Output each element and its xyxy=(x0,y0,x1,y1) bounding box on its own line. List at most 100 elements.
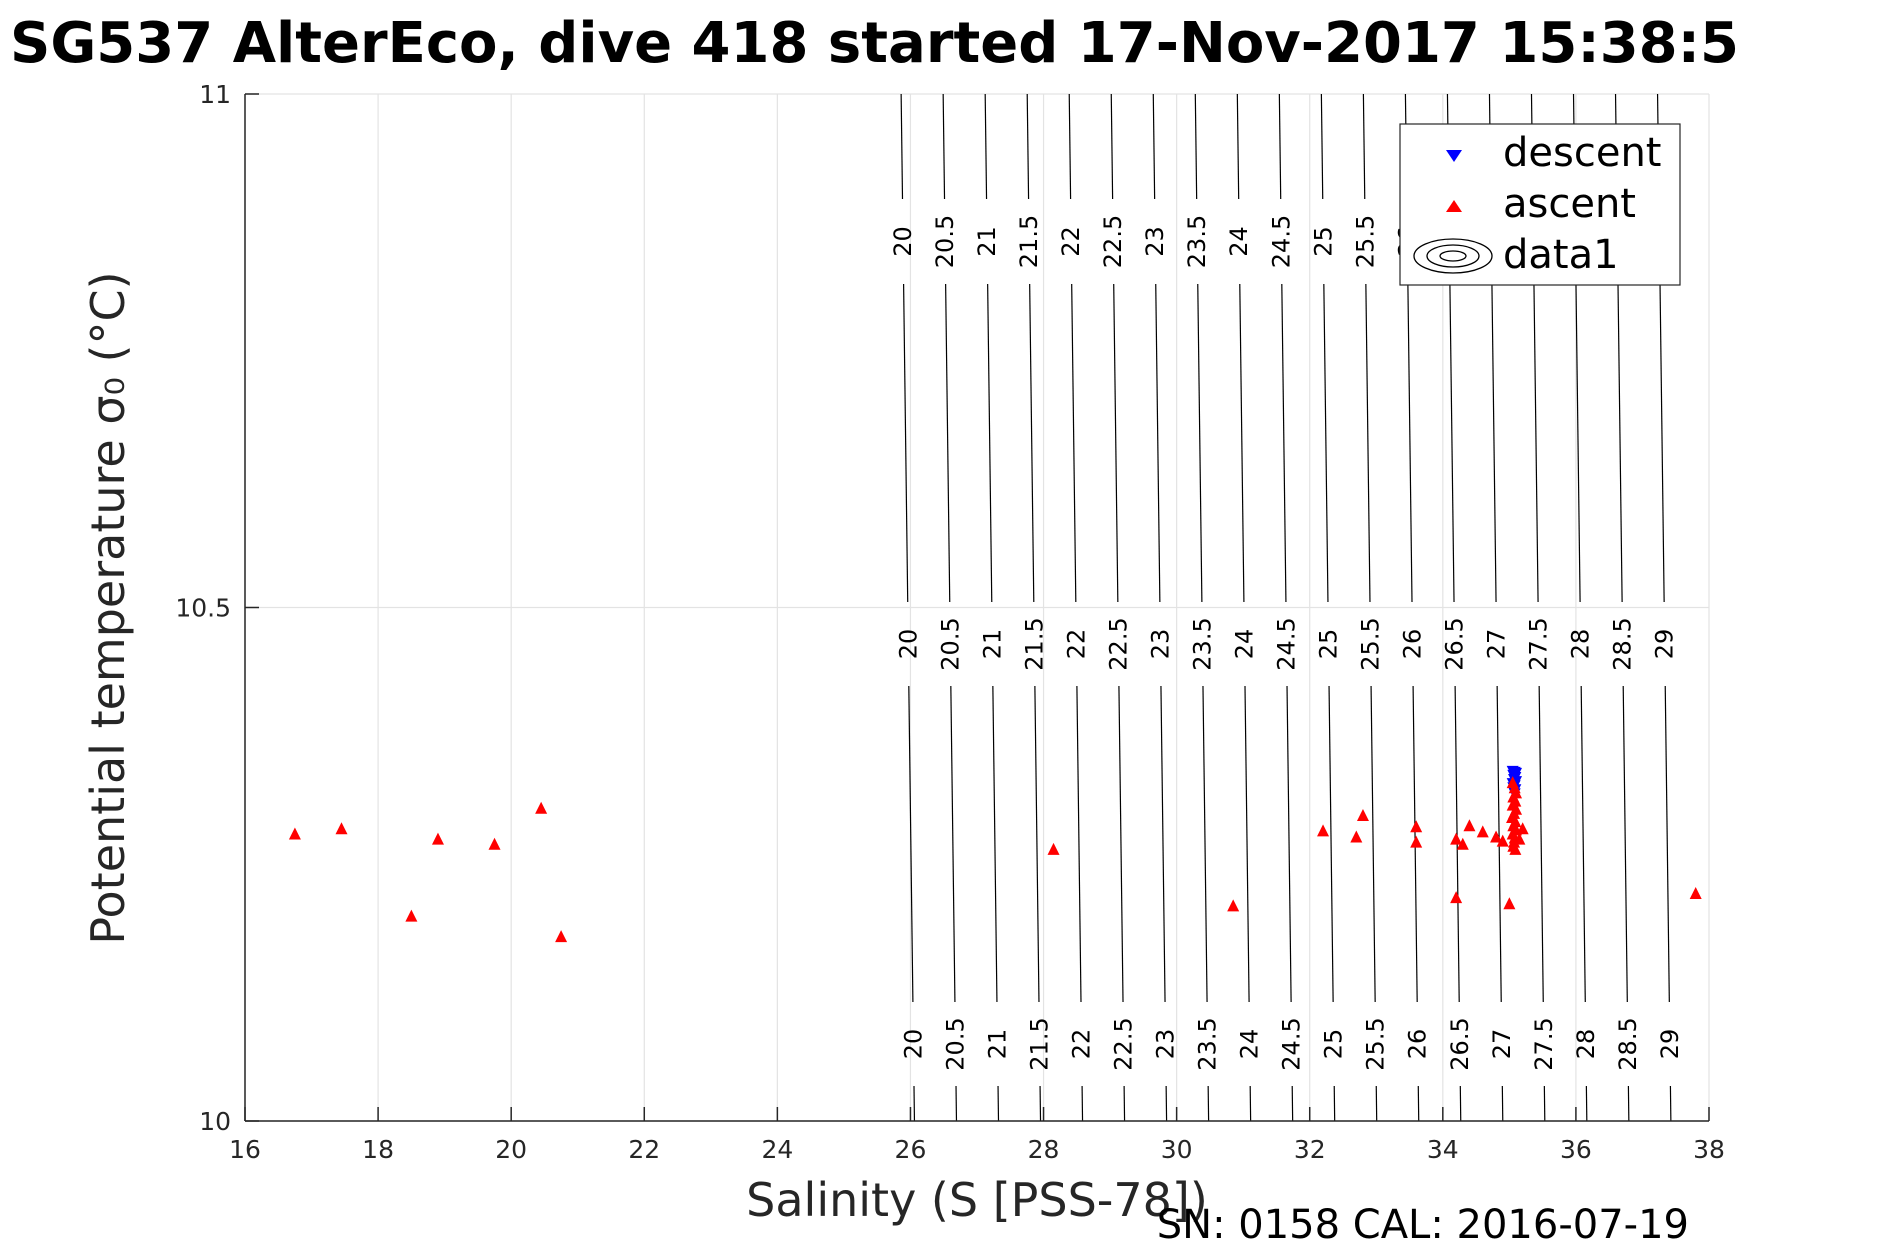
ascent-point xyxy=(535,801,548,814)
ascent-point xyxy=(1410,820,1423,833)
contour-line xyxy=(1407,283,1413,603)
ascent-point xyxy=(405,909,418,922)
contour-label: 22.5 xyxy=(1104,617,1132,670)
contour-line xyxy=(1659,283,1665,603)
contour-label: 23 xyxy=(1141,226,1169,257)
contour-line xyxy=(908,685,914,1003)
ascent-point xyxy=(431,832,444,845)
ascent-point xyxy=(1689,887,1702,900)
contour-line xyxy=(1281,283,1287,603)
legend-descent-marker xyxy=(1446,150,1462,162)
contour-line xyxy=(1155,283,1161,603)
x-tick-label: 38 xyxy=(1693,1135,1725,1164)
contour-label: 23.5 xyxy=(1188,617,1216,670)
legend-contour-marker xyxy=(1413,238,1493,274)
contour-line xyxy=(1323,283,1329,603)
ascent-point xyxy=(288,827,301,840)
ascent-point xyxy=(1456,837,1469,850)
contour-24: 24 24 24 xyxy=(1225,93,1264,1122)
contour-label: 21 xyxy=(973,226,1001,257)
ascent-point xyxy=(1450,891,1463,904)
contour-label: 22 xyxy=(1057,226,1085,257)
contour-label: 28 xyxy=(1572,1029,1600,1060)
contour-label: 26.5 xyxy=(1441,617,1469,670)
x-tick-label: 28 xyxy=(1028,1135,1060,1164)
legend-descent-label: descent xyxy=(1503,130,1661,176)
contour-line xyxy=(1320,93,1324,200)
contour-line xyxy=(1328,685,1334,1003)
contour-label: 21.5 xyxy=(1015,215,1043,268)
ascent-point xyxy=(488,837,501,850)
contour-label: 23 xyxy=(1146,629,1174,660)
x-tick-label: 34 xyxy=(1427,1135,1459,1164)
series-ascent xyxy=(288,776,1702,943)
contour-label: 24 xyxy=(1230,629,1258,660)
contour-label: 21 xyxy=(978,629,1006,660)
contour-23: 23 23 23 xyxy=(1141,93,1180,1122)
contour-label: 28.5 xyxy=(1609,617,1637,670)
contour-line xyxy=(1664,685,1670,1003)
ascent-point xyxy=(1490,830,1503,843)
contour-label: 27 xyxy=(1483,629,1511,660)
data-markers xyxy=(288,765,1702,943)
ascent-point xyxy=(1476,825,1489,838)
contour-line xyxy=(1370,685,1376,1003)
x-tick-label: 16 xyxy=(229,1135,261,1164)
ascent-point xyxy=(1410,835,1423,848)
contour-label: 20 xyxy=(889,226,917,257)
contour-label: 27.5 xyxy=(1530,1017,1558,1070)
contour-label: 20.5 xyxy=(941,1017,969,1070)
contour-label: 27.5 xyxy=(1525,617,1553,670)
contour-label: 25.5 xyxy=(1357,617,1385,670)
contour-label: 21.5 xyxy=(1026,1017,1054,1070)
contour-line xyxy=(1029,283,1035,603)
contour-line xyxy=(992,685,998,1003)
contour-label: 21.5 xyxy=(1020,617,1048,670)
contour-line xyxy=(900,93,904,200)
ascent-point xyxy=(1509,842,1522,855)
ascent-point xyxy=(1047,842,1060,855)
x-tick-label: 24 xyxy=(761,1135,793,1164)
contour-21: 21 21 21 xyxy=(973,93,1011,1122)
contour-line xyxy=(1194,93,1198,200)
contour-line xyxy=(1278,93,1282,200)
ascent-point xyxy=(1350,830,1363,843)
y-axis-ticks: 10 10.5 11 xyxy=(175,80,259,1136)
contour-label: 24.5 xyxy=(1278,1017,1306,1070)
x-tick-label: 26 xyxy=(895,1135,927,1164)
x-tick-label: 36 xyxy=(1560,1135,1592,1164)
contour-label: 26 xyxy=(1404,1029,1432,1060)
legend: descent ascent data1 xyxy=(1399,123,1681,286)
contour-label: 26 xyxy=(1399,629,1427,660)
contour-label: 23.5 xyxy=(1183,215,1211,268)
x-tick-label: 22 xyxy=(628,1135,660,1164)
contour-line xyxy=(1286,685,1292,1003)
y-tick-label: 11 xyxy=(199,80,231,109)
contour-line xyxy=(1575,283,1581,603)
ascent-point xyxy=(1503,897,1516,910)
contour-label: 25 xyxy=(1320,1029,1348,1060)
contour-label: 20 xyxy=(894,629,922,660)
contour-line xyxy=(1202,685,1208,1003)
x-tick-label: 32 xyxy=(1294,1135,1326,1164)
ascent-point xyxy=(555,930,568,943)
ascent-point xyxy=(1496,834,1509,847)
contour-label: 25.5 xyxy=(1362,1017,1390,1070)
contour-line xyxy=(1365,283,1371,603)
contour-line xyxy=(1239,283,1245,603)
contour-label: 20.5 xyxy=(936,617,964,670)
ascent-point xyxy=(1356,808,1369,821)
contour-label: 29 xyxy=(1656,1029,1684,1060)
contour-25: 25 25 25 xyxy=(1309,93,1348,1122)
contour-label: 20.5 xyxy=(931,215,959,268)
x-axis-ticks: 16 18 20 22 24 26 28 30 32 34 36 38 xyxy=(229,1107,1725,1164)
contour-line xyxy=(1236,93,1240,200)
contour-21.5: 21.5 21.5 21.5 xyxy=(1015,93,1054,1122)
contour-line xyxy=(1160,685,1166,1003)
contour-label: 24 xyxy=(1236,1029,1264,1060)
contour-label: 25 xyxy=(1309,226,1337,257)
ascent-point xyxy=(335,822,348,835)
contour-label: 20 xyxy=(899,1029,927,1060)
contour-label: 23 xyxy=(1152,1029,1180,1060)
legend-data1-label: data1 xyxy=(1503,232,1619,278)
